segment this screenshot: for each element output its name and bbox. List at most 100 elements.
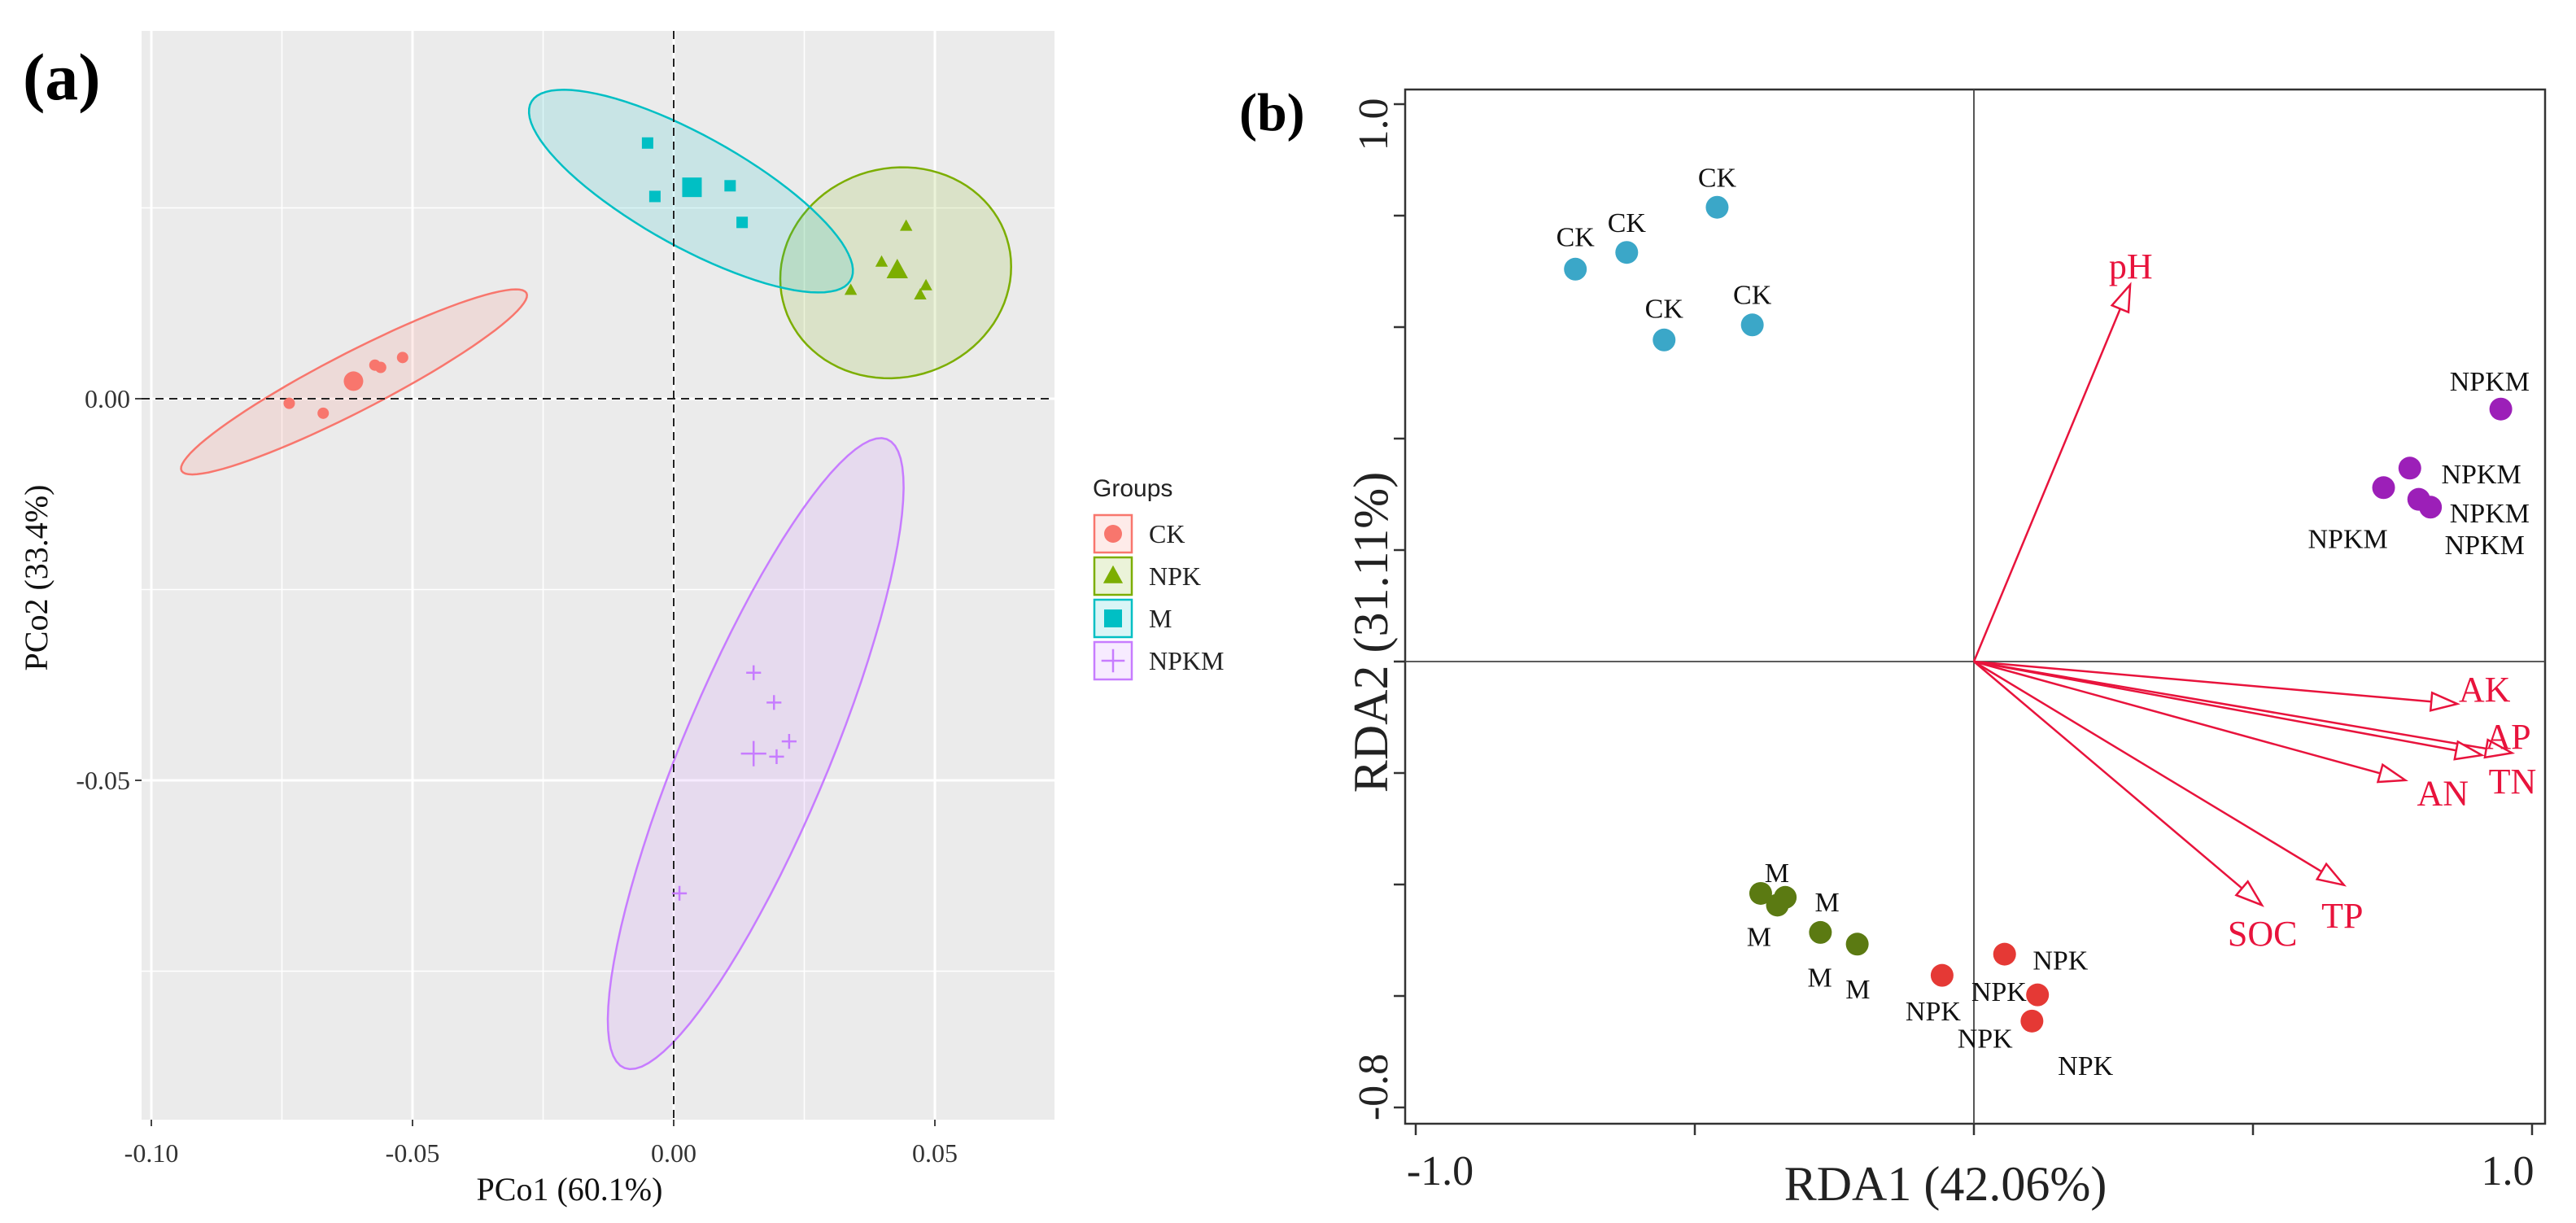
- arrowhead-icon: [2110, 282, 2132, 314]
- legend-label: NPK: [1149, 561, 1201, 591]
- point-npk: [899, 219, 913, 231]
- legend-symbol-npk: [1102, 565, 1124, 583]
- point-label-m: M: [1747, 923, 1771, 953]
- point-label-m: M: [1845, 975, 1870, 1005]
- arrowhead-icon: [2483, 738, 2516, 759]
- vector-ak: AK: [1973, 660, 2511, 712]
- legend-symbol-m: [1104, 609, 1122, 627]
- vector-shaft: [1973, 660, 2486, 750]
- point-m: [724, 180, 736, 192]
- x-tick-label: 1.0: [2482, 1148, 2535, 1195]
- point-label-npkm: NPKM: [2441, 460, 2521, 490]
- legend-key: [1093, 598, 1133, 639]
- point-npkm: [746, 665, 762, 680]
- y-axis-title: PCo2 (33.4%): [18, 485, 55, 671]
- vector-label: AP: [2485, 717, 2530, 757]
- legend-label: M: [1149, 604, 1172, 633]
- point-npk: [1993, 942, 2016, 966]
- point-label-m: M: [1765, 858, 1789, 889]
- y-tick-label: 0.00: [85, 384, 130, 413]
- point-npk: [2020, 1009, 2044, 1033]
- vector-label: AK: [2459, 670, 2511, 710]
- point-npk: [2026, 983, 2050, 1007]
- point-label-npkm: NPKM: [2307, 525, 2387, 555]
- point-label-ck: CK: [1608, 208, 1647, 238]
- legend-label: CK: [1149, 519, 1185, 548]
- vector-shaft: [1973, 661, 2243, 889]
- vector-ph: pH: [1972, 247, 2153, 662]
- point-label-ck: CK: [1733, 281, 1772, 311]
- point-m: [641, 137, 653, 149]
- vector-shaft: [1972, 308, 2121, 662]
- point-npkm: [781, 734, 797, 749]
- vector-tp: TP: [1973, 660, 2363, 936]
- point-npk: [919, 278, 932, 290]
- point-label-npk: NPK: [1971, 977, 2027, 1007]
- point-npkm: [2372, 476, 2395, 500]
- point-label-npk: NPK: [2032, 946, 2088, 976]
- y-tick-label: 1.0: [1351, 98, 1397, 151]
- panel-label-b: (b): [1239, 83, 1305, 142]
- point-label-m: M: [1814, 888, 1839, 918]
- vector-an: AN: [1973, 660, 2469, 813]
- x-axis-title: RDA1 (42.06%): [1784, 1157, 2107, 1211]
- legend-item-ck: CK: [1093, 513, 1185, 554]
- vector-ap: AP: [1973, 660, 2531, 759]
- arrowhead-icon: [2234, 880, 2264, 907]
- point-label-npkm: NPKM: [2450, 499, 2530, 529]
- point-npk: [914, 288, 927, 300]
- panel-b-rda-biplot: -1.0 1.0 1.0 -0.8 RDA1 (42.06%) RDA2 (31.11%)…: [1239, 83, 2547, 1211]
- centroid-m: [682, 177, 702, 198]
- point-npk: [844, 283, 858, 295]
- point-label-ck: CK: [1557, 222, 1596, 252]
- vector-label: AN: [2417, 773, 2469, 813]
- panel-label-a: (a): [23, 40, 101, 114]
- arrowhead-icon: [2429, 691, 2460, 712]
- x-tick-label: -0.05: [386, 1138, 440, 1168]
- vector-label: pH: [2109, 247, 2153, 286]
- arrowhead-icon: [2376, 762, 2408, 784]
- vector-shaft: [1973, 660, 2323, 873]
- arrowhead-icon: [2315, 862, 2347, 887]
- y-tick-label: -0.05: [76, 766, 130, 795]
- arrowhead-icon: [2453, 740, 2486, 761]
- point-m: [1766, 893, 1789, 917]
- centroid-npkm: [740, 740, 766, 767]
- legend-symbol-ck: [1104, 525, 1122, 543]
- point-label-ck: CK: [1698, 164, 1737, 194]
- point-npkm: [2398, 456, 2421, 480]
- plot-frame: [1404, 88, 2547, 1125]
- centroid-npk: [886, 259, 908, 279]
- point-ck: [317, 407, 330, 419]
- x-tick-label: 0.05: [912, 1138, 958, 1168]
- legend-item-m: M: [1093, 598, 1172, 639]
- point-label-npkm: NPKM: [2450, 367, 2530, 397]
- point-npkm: [2419, 496, 2443, 519]
- point-m: [736, 216, 749, 229]
- point-label-npk: NPK: [1958, 1024, 2013, 1054]
- vector-label: TN: [2489, 762, 2537, 802]
- point-label-npk: NPK: [1906, 997, 1961, 1027]
- vector-shaft: [1973, 660, 2381, 775]
- point-m: [1749, 881, 1772, 905]
- point-npkm: [766, 695, 782, 710]
- vector-shaft: [1973, 660, 2432, 703]
- y-axis-title: RDA2 (31.11%): [1344, 472, 1398, 793]
- point-ck: [283, 397, 295, 409]
- vector-shaft: [1973, 660, 2457, 752]
- point-ck: [1615, 241, 1639, 264]
- legend-label: NPKM: [1149, 646, 1224, 675]
- point-m: [1809, 920, 1832, 944]
- x-tick-label: -1.0: [1407, 1148, 1474, 1195]
- legend-symbol-npkm: [1101, 649, 1125, 673]
- point-label-ck: CK: [1645, 295, 1684, 325]
- x-tick-label: 0.00: [651, 1138, 696, 1168]
- vector-tn: TN: [1973, 660, 2537, 802]
- point-npk: [1930, 963, 1954, 987]
- point-npk: [875, 255, 889, 267]
- plot-background: [142, 31, 1054, 1120]
- point-label-npkm: NPKM: [2445, 531, 2525, 561]
- point-ck: [1653, 328, 1676, 352]
- y-tick-label: -0.8: [1351, 1054, 1397, 1120]
